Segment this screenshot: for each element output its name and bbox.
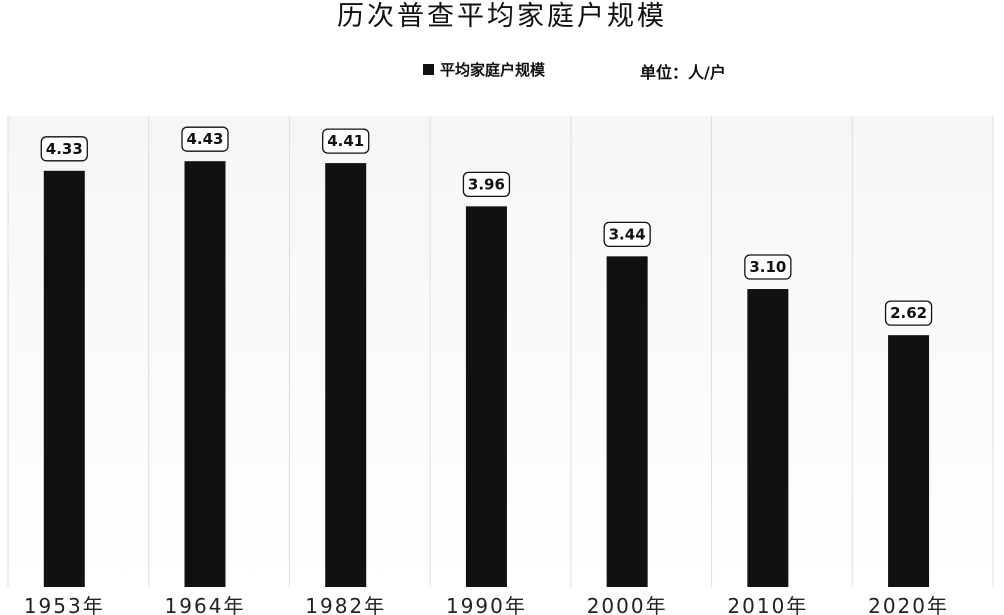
legend-swatch-icon [423, 64, 434, 75]
legend: 平均家庭户规模 [423, 59, 545, 81]
bar-2000年 [606, 256, 648, 587]
x-tick-label: 2020年 [868, 594, 949, 615]
x-tick-label: 2010年 [727, 594, 808, 615]
data-label: 2.62 [890, 304, 927, 322]
x-tick-label: 1990年 [446, 594, 527, 615]
bar-1953年 [43, 170, 85, 587]
data-label-box [884, 300, 933, 326]
data-label-box [322, 128, 370, 154]
data-label: 3.10 [749, 258, 786, 276]
chart-title: 历次普查平均家庭户规模 [337, 1, 667, 32]
data-label: 3.96 [468, 175, 505, 193]
data-label-box [603, 221, 651, 247]
x-tick-label: 1953年 [24, 594, 105, 615]
data-label: 3.44 [609, 225, 646, 243]
bar-2020年 [888, 335, 930, 587]
data-label-box [744, 254, 792, 280]
data-label-box [181, 126, 229, 152]
x-tick-label: 2000年 [587, 594, 668, 615]
bar-1990年 [465, 206, 507, 587]
data-label: 4.33 [46, 140, 83, 158]
data-label: 4.41 [327, 132, 364, 150]
data-label-box [40, 136, 88, 162]
bar-1982年 [325, 163, 367, 587]
bar-1964年 [184, 161, 226, 587]
x-tick-label: 1964年 [165, 594, 246, 615]
x-tick-label: 1982年 [305, 594, 386, 615]
unit-label: 单位：人/户 [640, 63, 726, 82]
data-label-box [462, 171, 511, 198]
legend-label: 平均家庭户规模 [440, 61, 546, 79]
bar-2010年 [747, 289, 789, 587]
data-label: 4.43 [186, 130, 223, 148]
